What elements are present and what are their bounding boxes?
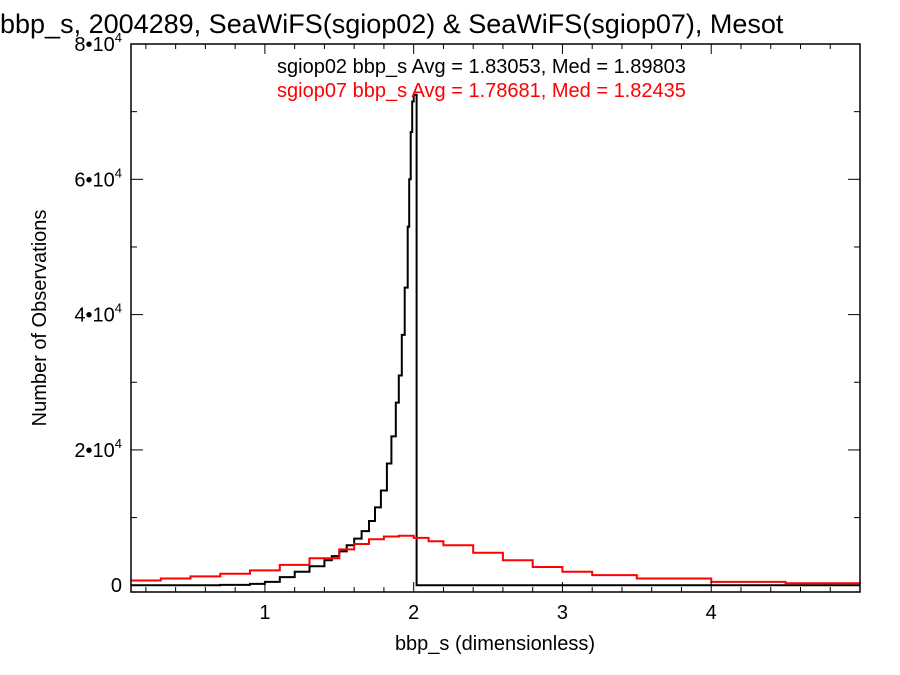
x-axis-label: bbp_s (dimensionless)	[395, 633, 595, 655]
series-line-1	[131, 534, 861, 585]
y-tick-label: 6•104	[74, 165, 122, 191]
x-tick-label: 1	[259, 602, 270, 624]
y-axis-ticks: 0 2•104 4•104 6•104 8•104	[74, 30, 860, 597]
y-tick-label: 2•104	[74, 436, 122, 462]
chart-title: bbp_s, 2004289, SeaWiFS(sgiop02) & SeaWi…	[0, 9, 784, 39]
y-tick-label: 8•104	[74, 30, 122, 56]
x-tick-label: 2	[408, 602, 419, 624]
x-tick-label: 4	[706, 602, 717, 624]
series-line-0	[131, 93, 860, 587]
y-tick-label: 0	[111, 575, 122, 597]
x-tick-label: 3	[557, 602, 568, 624]
series-layer	[131, 93, 861, 587]
annotation-sgiop02-stats: sgiop02 bbp_s Avg = 1.83053, Med = 1.898…	[277, 56, 686, 78]
plot-area: 1 2 3 4 0 2•104 4•104 6•104 8•104	[74, 30, 861, 624]
y-axis-label: Number of Observations	[29, 210, 51, 427]
y-tick-label: 4•104	[74, 301, 122, 327]
plot-frame	[130, 43, 861, 593]
x-axis-ticks: 1 2 3 4	[145, 44, 831, 624]
annotation-sgiop07-stats: sgiop07 bbp_s Avg = 1.78681, Med = 1.824…	[277, 80, 686, 102]
